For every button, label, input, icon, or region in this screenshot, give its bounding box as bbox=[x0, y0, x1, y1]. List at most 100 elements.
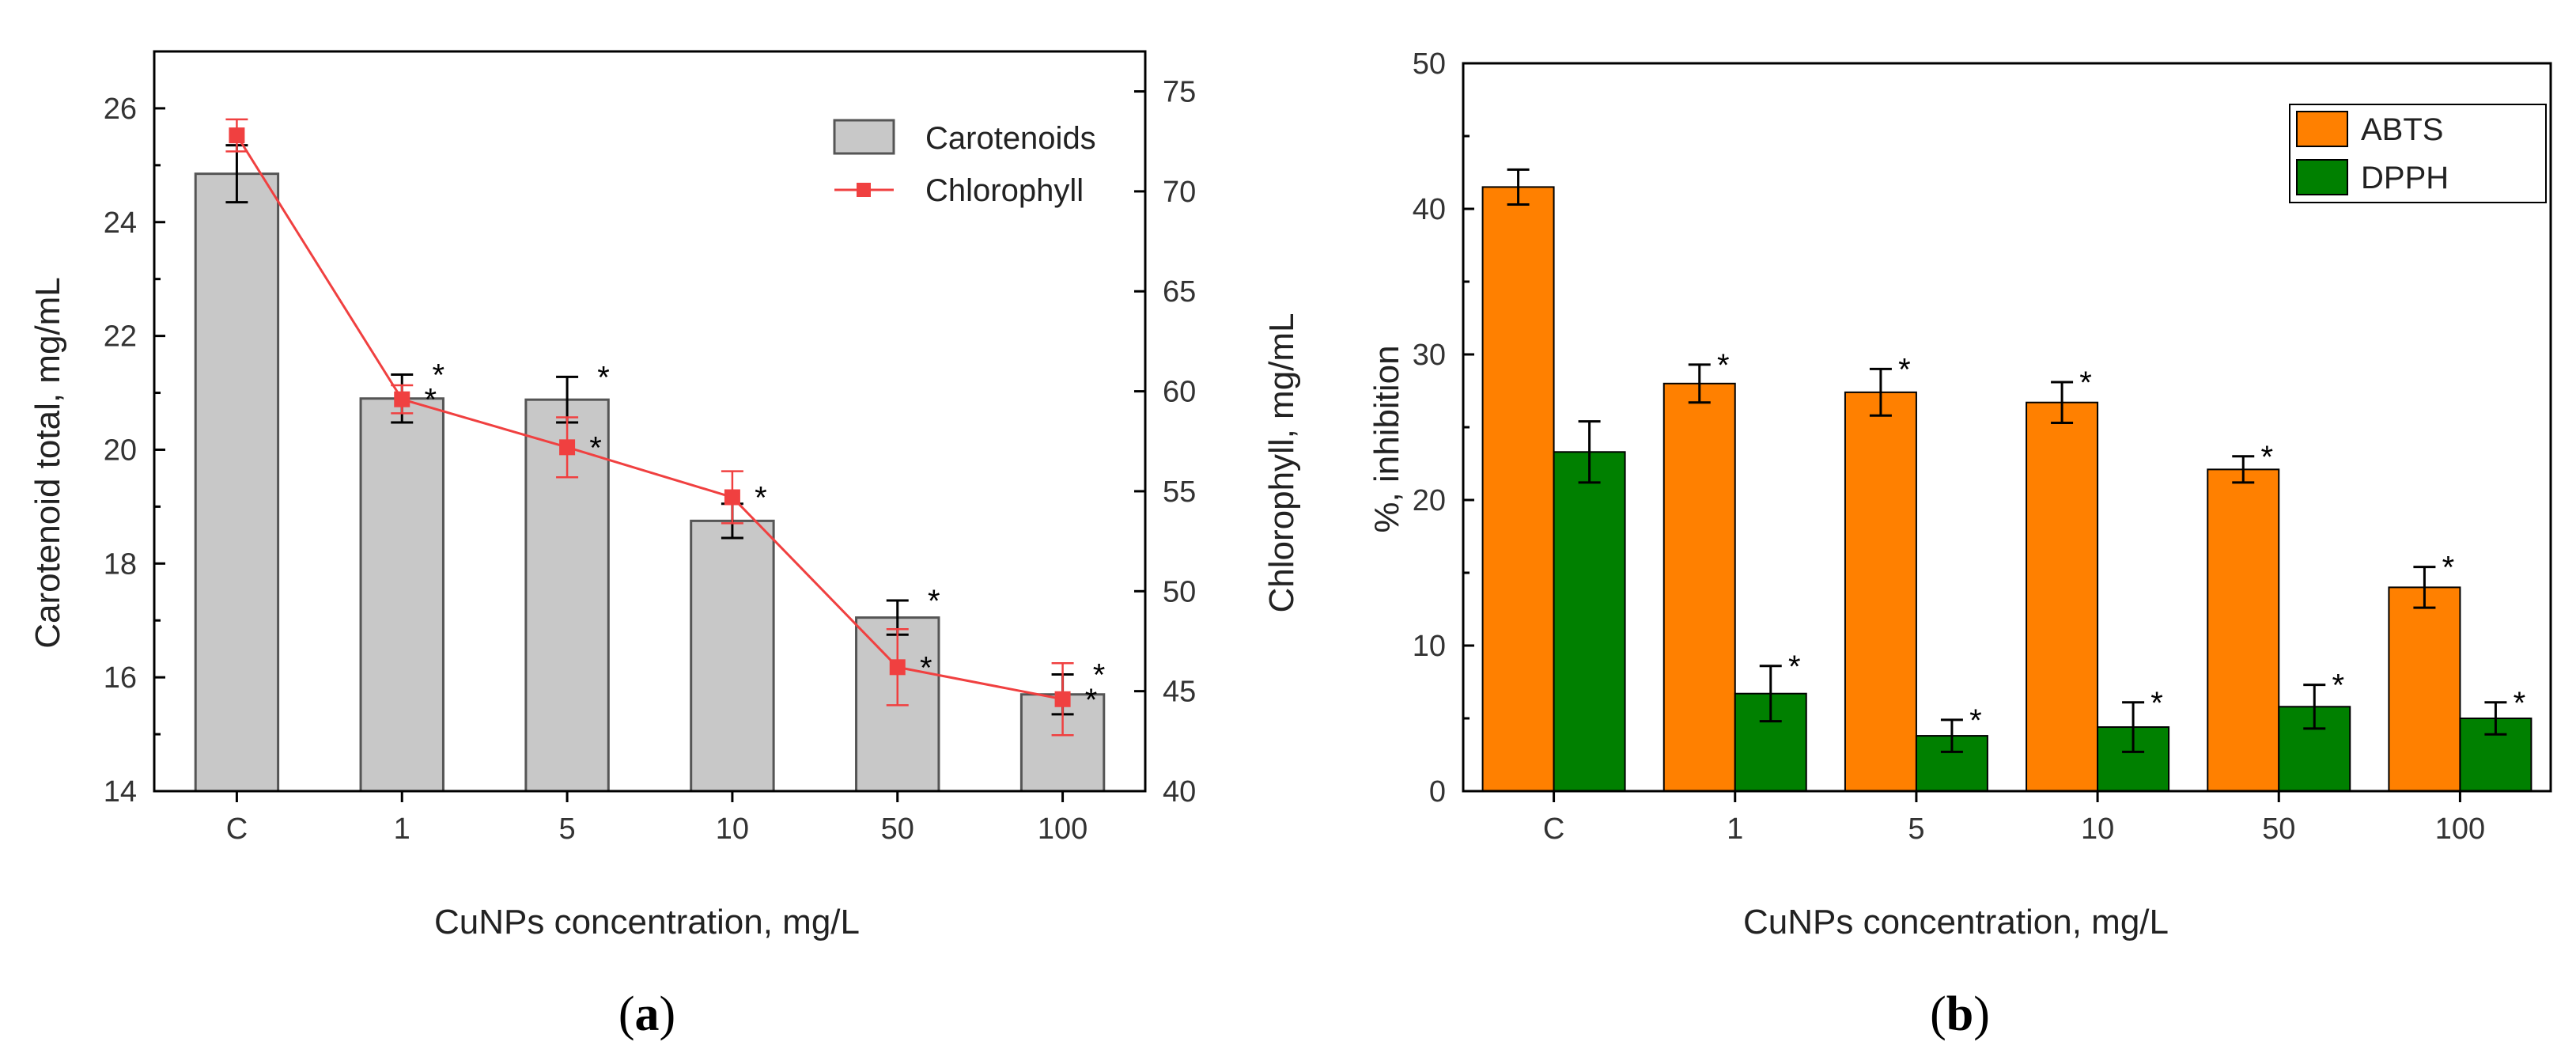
ytick-label-left-20: 20 bbox=[104, 434, 137, 467]
sig-marker-abts-1: * bbox=[1717, 348, 1730, 383]
sig-marker-carotenoids-50: * bbox=[928, 584, 940, 619]
panel-label-a-open: ( bbox=[618, 987, 635, 1041]
bar-abts-100 bbox=[2388, 586, 2461, 793]
sig-marker-dpph-5: * bbox=[1969, 703, 1982, 738]
bar-abts-50 bbox=[2207, 468, 2280, 792]
xtick-label-b-5: 5 bbox=[1908, 812, 1924, 846]
ytick-label-right-55: 55 bbox=[1163, 475, 1196, 509]
sig-marker-carotenoids-5: * bbox=[597, 360, 610, 395]
ytick-label-b-20: 20 bbox=[1413, 484, 1446, 517]
sig-marker-abts-10: * bbox=[2079, 366, 2092, 400]
chart-b-axes: 0 10 20 30 40 50 C 1 5 10 50 100 bbox=[1413, 47, 2552, 846]
ytick-label-right-40: 40 bbox=[1163, 775, 1196, 809]
bar-dpph-c bbox=[1553, 451, 1626, 793]
xtick-label-b-c: C bbox=[1543, 812, 1564, 846]
legend-swatch-abts bbox=[2296, 111, 2348, 147]
legend-swatch-carotenoids bbox=[833, 119, 895, 155]
sig-marker-abts-5: * bbox=[1898, 352, 1911, 387]
ytick-label-right-75: 75 bbox=[1163, 76, 1196, 109]
point-chlorophyll-10 bbox=[724, 489, 740, 506]
chart-b-bars: * * * * * * * * * * bbox=[1481, 168, 2532, 793]
chart-a-bars: * *** bbox=[194, 144, 1106, 793]
sig-marker-chlorophyll-100: * bbox=[1085, 683, 1098, 718]
bar-abts-10 bbox=[2026, 401, 2099, 792]
sig-marker-chlorophyll-1: * bbox=[424, 383, 437, 418]
panel-label-a-letter: a bbox=[635, 987, 660, 1041]
ytick-label-b-50: 50 bbox=[1413, 47, 1446, 81]
point-chlorophyll-5 bbox=[559, 439, 576, 456]
chart-a-line: ***** bbox=[225, 118, 1098, 737]
chart-b-legend: ABTS DPPH bbox=[2289, 104, 2547, 203]
chart-a-ylabel-right: Chlorophyll, mg/mL bbox=[1262, 312, 1301, 612]
ytick-label-left-26: 26 bbox=[104, 93, 137, 126]
panel-label-b-close: ) bbox=[1973, 987, 1990, 1041]
ytick-label-right-45: 45 bbox=[1163, 676, 1196, 709]
chart-a-ylabel-left: Carotenoid total, mg/mL bbox=[28, 277, 67, 649]
sig-marker-dpph-10: * bbox=[2150, 686, 2163, 721]
sig-marker-abts-50: * bbox=[2260, 440, 2273, 475]
ytick-label-left-14: 14 bbox=[104, 775, 137, 809]
xtick-label-b-1: 1 bbox=[1727, 812, 1743, 846]
sig-marker-chlorophyll-50: * bbox=[920, 650, 932, 685]
sig-marker-chlorophyll-5: * bbox=[589, 430, 602, 465]
legend-swatch-dpph bbox=[2296, 159, 2348, 195]
ytick-label-b-30: 30 bbox=[1413, 339, 1446, 372]
ytick-label-right-70: 70 bbox=[1163, 176, 1196, 209]
legend-label-chlorophyll: Chlorophyll bbox=[925, 173, 1084, 208]
point-chlorophyll-c bbox=[229, 127, 245, 144]
chart-a-axes: 14 16 18 20 22 24 26 40 45 50 55 60 65 70 75 C 1 5 10 50 100 bbox=[104, 50, 1196, 846]
ytick-label-b-40: 40 bbox=[1413, 193, 1446, 226]
bar-abts-1 bbox=[1662, 382, 1736, 792]
panel-label-a: (a) bbox=[618, 987, 675, 1041]
ytick-label-left-16: 16 bbox=[104, 661, 137, 695]
chart-a-xlabel: CuNPs concentration, mg/L bbox=[434, 903, 860, 941]
bar-abts-c bbox=[1481, 186, 1555, 792]
point-chlorophyll-1 bbox=[394, 391, 410, 407]
sig-marker-carotenoids-100: * bbox=[1093, 658, 1106, 693]
xtick-label-a-50: 50 bbox=[881, 812, 914, 846]
point-chlorophyll-50 bbox=[889, 659, 906, 676]
sig-marker-dpph-100: * bbox=[2514, 686, 2526, 721]
bar-carotenoids-1 bbox=[359, 397, 444, 793]
ytick-label-right-60: 60 bbox=[1163, 376, 1196, 409]
xtick-label-a-1: 1 bbox=[394, 812, 410, 846]
bar-abts-5 bbox=[1844, 391, 1917, 792]
chart-b-ylabel: %, inhibition bbox=[1367, 345, 1406, 532]
chart-a: * *** ***** 14161820222426404550556065707… bbox=[28, 50, 1301, 1041]
ytick-label-b-10: 10 bbox=[1413, 630, 1446, 663]
plot-frame-a bbox=[153, 50, 1147, 793]
xtick-label-b-100: 100 bbox=[2435, 812, 2485, 846]
line-chlorophyll bbox=[236, 134, 1063, 701]
ytick-label-right-50: 50 bbox=[1163, 575, 1196, 608]
legend-label-abts: ABTS bbox=[2361, 112, 2443, 147]
xtick-label-a-10: 10 bbox=[716, 812, 749, 846]
xtick-label-a-5: 5 bbox=[559, 812, 576, 846]
sig-marker-abts-100: * bbox=[2442, 551, 2455, 585]
xtick-label-b-10: 10 bbox=[2081, 812, 2114, 846]
sig-marker-dpph-50: * bbox=[2332, 669, 2344, 703]
sig-marker-dpph-1: * bbox=[1788, 650, 1801, 684]
ytick-label-right-65: 65 bbox=[1163, 275, 1196, 309]
xtick-label-a-100: 100 bbox=[1038, 812, 1088, 846]
legend-label-dpph: DPPH bbox=[2361, 161, 2449, 195]
ytick-label-b-0: 0 bbox=[1429, 775, 1446, 809]
legend-marker-chlorophyll bbox=[857, 183, 871, 197]
chart-a-legend: Carotenoids Chlorophyll bbox=[833, 119, 1096, 208]
legend-label-carotenoids: Carotenoids bbox=[925, 121, 1096, 156]
chart-b-xlabel: CuNPs concentration, mg/L bbox=[1743, 903, 2169, 941]
xtick-label-b-50: 50 bbox=[2262, 812, 2295, 846]
panel-label-b-open: ( bbox=[1930, 987, 1946, 1041]
chart-b: * * * * * * * * * * 0 10 20 30 40 50 C 1 5 10 50 100 CuNPs c… bbox=[1367, 47, 2552, 1041]
bar-carotenoids-c bbox=[194, 172, 280, 793]
xtick-label-a-c: C bbox=[226, 812, 248, 846]
panel-label-a-close: ) bbox=[660, 987, 676, 1041]
point-chlorophyll-100 bbox=[1054, 691, 1071, 707]
panel-label-b: (b) bbox=[1930, 987, 1990, 1041]
sig-marker-carotenoids-1: * bbox=[432, 358, 444, 393]
bar-carotenoids-10 bbox=[690, 519, 775, 793]
sig-marker-chlorophyll-10: * bbox=[755, 481, 767, 516]
ytick-label-left-24: 24 bbox=[104, 206, 137, 240]
ytick-label-left-18: 18 bbox=[104, 547, 137, 581]
panel-label-b-letter: b bbox=[1946, 987, 1973, 1041]
ytick-label-left-22: 22 bbox=[104, 320, 137, 354]
